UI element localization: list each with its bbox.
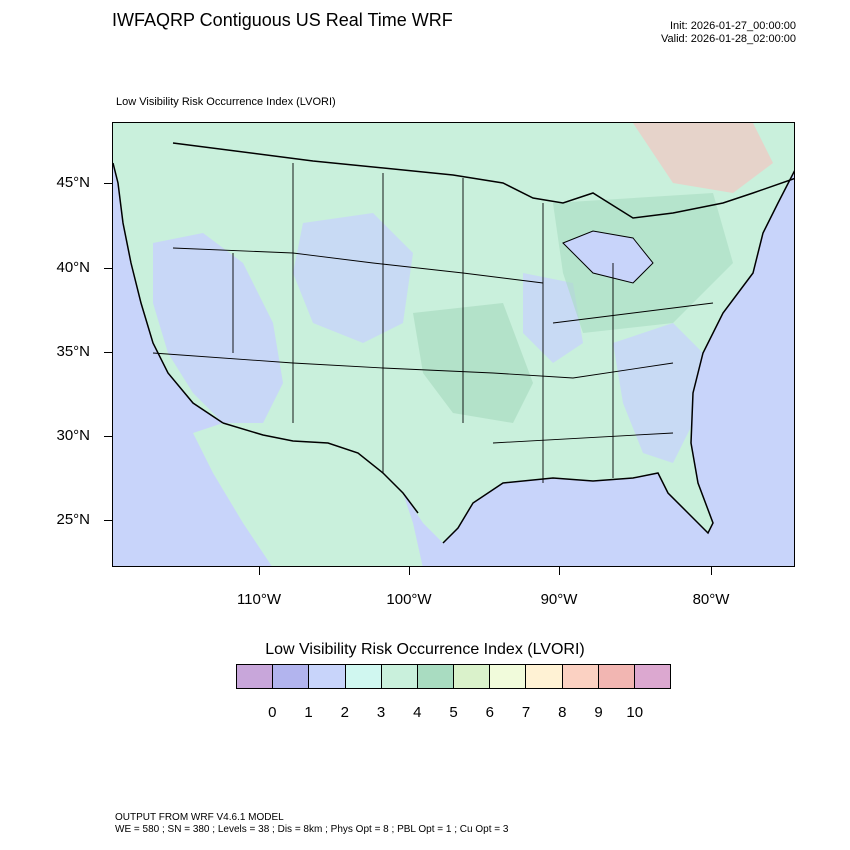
colorbar-swatch [309,665,346,688]
lat-label-35n: 35°N [56,343,90,360]
high-terrain-canada [633,123,773,193]
lat-label-25n: 25°N [56,511,90,528]
low-vis-southeast [613,323,703,463]
lat-label-30n: 30°N [56,427,90,444]
lon-tick [409,567,410,575]
colorbar-swatch [526,665,563,688]
lat-tick [104,436,112,437]
lat-label-45n: 45°N [56,174,90,191]
colorbar-swatch [454,665,491,688]
colorbar-swatch [381,665,418,688]
init-time: Init: 2026-01-27_00:00:00 [670,20,796,32]
colorbar-swatch [634,665,671,688]
lon-label-80w: 80°W [692,591,730,608]
lon-tick [559,567,560,575]
coastline [113,162,794,544]
mexico-border [222,422,419,514]
colorbar-label: 4 [413,704,422,721]
canada-border [172,142,794,219]
lat-tick [104,352,112,353]
colorbar-swatch [562,665,599,688]
map-panel [112,122,795,567]
lat-tick [104,268,112,269]
colorbar-label: 6 [485,704,494,721]
colorbar-swatch [237,665,274,688]
lon-tick [259,567,260,575]
lat-tick [104,183,112,184]
colorbar-label: 8 [558,704,567,721]
colorbar [236,664,671,689]
lon-label-100w: 100°W [386,591,432,608]
lon-tick [711,567,712,575]
colorbar-label: 5 [449,704,458,721]
valid-time: Valid: 2026-01-28_02:00:00 [661,33,796,45]
plot-title: IWFAQRP Contiguous US Real Time WRF [112,10,453,30]
colorbar-label: 7 [521,704,531,721]
colorbar-label: 9 [594,704,603,721]
state-borders [152,163,714,483]
colorbar-label: 3 [376,704,386,721]
colorbar-swatch [273,665,310,688]
low-vis-west [153,233,283,423]
lon-label-90w: 90°W [540,591,578,608]
colorbar-swatch [598,665,635,688]
footer-model: OUTPUT FROM WRF V4.6.1 MODEL [115,812,284,823]
footer-config: WE = 580 ; SN = 380 ; Levels = 38 ; Dis … [115,824,509,835]
map-subtitle: Low Visibility Risk Occurrence Index (LV… [116,96,336,108]
legend-title: Low Visibility Risk Occurrence Index (LV… [265,641,585,658]
lon-label-110w: 110°W [236,591,282,608]
colorbar-label: 0 [268,704,277,721]
colorbar-swatch [417,665,455,688]
map-canvas [113,123,794,566]
lat-tick [104,520,112,521]
moderate-plains [413,303,533,423]
colorbar-label: 2 [340,704,349,721]
colorbar-label: 10 [626,704,644,721]
great-lakes [562,230,654,284]
colorbar-label: 1 [304,704,313,721]
lat-label-40n: 40°N [56,259,90,276]
low-vis-midwest [523,273,583,363]
colorbar-swatch [490,665,527,688]
colorbar-swatch [345,665,382,688]
